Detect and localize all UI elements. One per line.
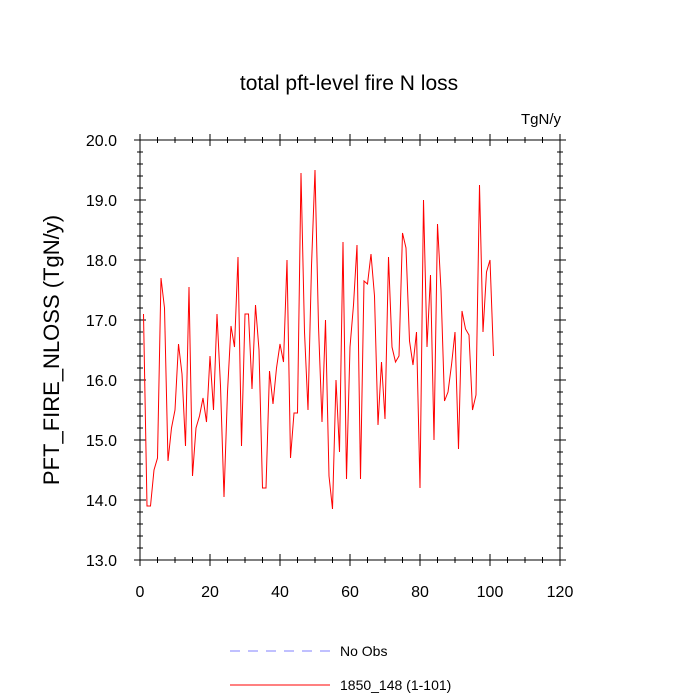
x-tick-label: 100 <box>477 584 504 601</box>
x-tick-label: 0 <box>136 584 145 601</box>
y-tick-label: 16.0 <box>86 373 117 390</box>
y-tick-label: 17.0 <box>86 313 117 330</box>
series-line-1 <box>143 169 494 510</box>
x-tick-label: 120 <box>547 584 574 601</box>
y-tick-label: 15.0 <box>86 433 117 450</box>
y-tick-label: 20.0 <box>86 133 117 150</box>
legend-label: No Obs <box>340 643 387 659</box>
x-tick-label: 40 <box>271 584 289 601</box>
y-tick-label: 13.0 <box>86 553 117 570</box>
x-tick-label: 60 <box>341 584 359 601</box>
x-tick-label: 20 <box>201 584 219 601</box>
y-tick-label: 14.0 <box>86 493 117 510</box>
y-axis-label: PFT_FIRE_NLOSS (TgN/y) <box>39 215 64 485</box>
chart-title: total pft-level fire N loss <box>240 72 458 95</box>
legend-label: 1850_148 (1-101) <box>340 677 451 693</box>
y-tick-label: 18.0 <box>86 253 117 270</box>
series-layer <box>143 169 494 510</box>
y-tick-label: 19.0 <box>86 193 117 210</box>
axis-ticks: 0 20 40 60 80 100 120 13.0 14.0 15.0 16.0 17.0 18.0 1… <box>86 133 574 601</box>
x-tick-label: 80 <box>411 584 429 601</box>
legend: No Obs 1850_148 (1-101) <box>230 643 451 693</box>
units-label: TgN/y <box>521 111 562 128</box>
